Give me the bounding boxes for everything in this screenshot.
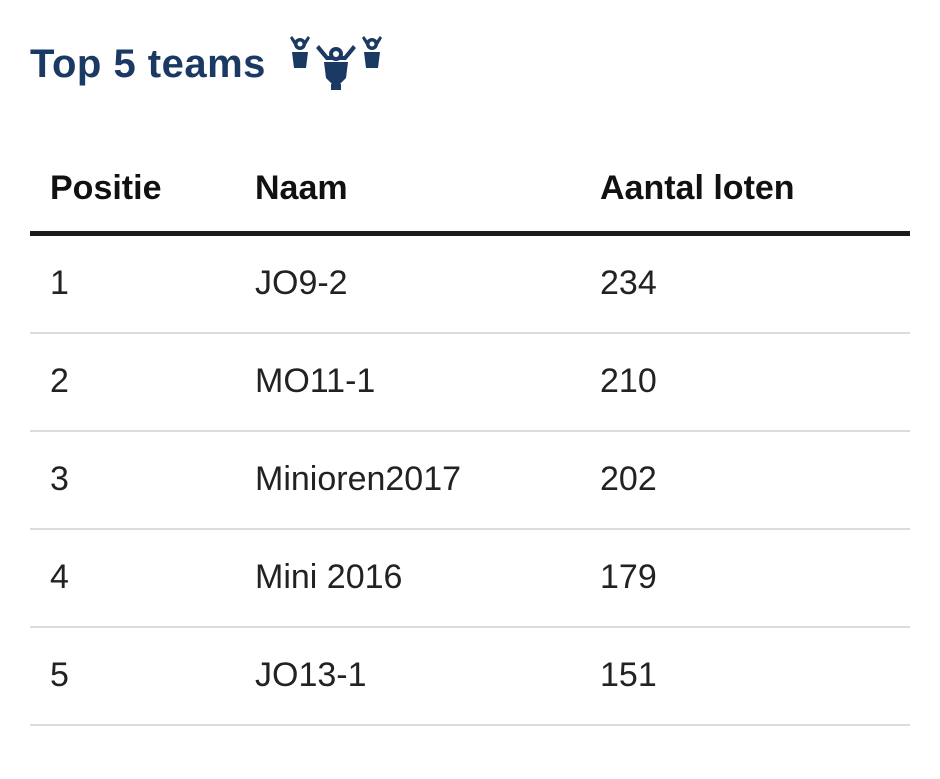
table-row: 4 Mini 2016 179: [30, 530, 910, 628]
cell-ticket-count: 210: [600, 362, 657, 400]
table-row: 3 Minioren2017 202: [30, 432, 910, 530]
cell-position: 2: [50, 362, 69, 400]
cell-position: 5: [50, 656, 69, 694]
table-header: Positie Naam Aantal loten: [30, 140, 910, 236]
table-row: 5 JO13-1 151: [30, 628, 910, 726]
title-row: Top 5 teams: [30, 34, 384, 94]
table-row: 1 JO9-2 234: [30, 236, 910, 334]
trophy-team-icon: [288, 34, 384, 94]
column-header-name: Naam: [255, 169, 348, 207]
cell-ticket-count: 179: [600, 558, 657, 596]
cell-team-name: MO11-1: [255, 362, 376, 400]
cell-position: 4: [50, 558, 69, 596]
column-header-position: Positie: [50, 169, 162, 207]
cell-ticket-count: 151: [600, 656, 657, 694]
page-title: Top 5 teams: [30, 42, 266, 86]
teams-table: Positie Naam Aantal loten 1 JO9-2 234 2 …: [30, 140, 910, 726]
table-row: 2 MO11-1 210: [30, 334, 910, 432]
cell-team-name: JO9-2: [255, 264, 348, 302]
column-header-count: Aantal loten: [600, 169, 795, 207]
cell-position: 1: [50, 264, 69, 302]
cell-team-name: Mini 2016: [255, 558, 403, 596]
cell-ticket-count: 202: [600, 460, 657, 498]
cell-position: 3: [50, 460, 69, 498]
cell-team-name: Minioren2017: [255, 460, 462, 498]
cell-ticket-count: 234: [600, 264, 657, 302]
cell-team-name: JO13-1: [255, 656, 367, 694]
